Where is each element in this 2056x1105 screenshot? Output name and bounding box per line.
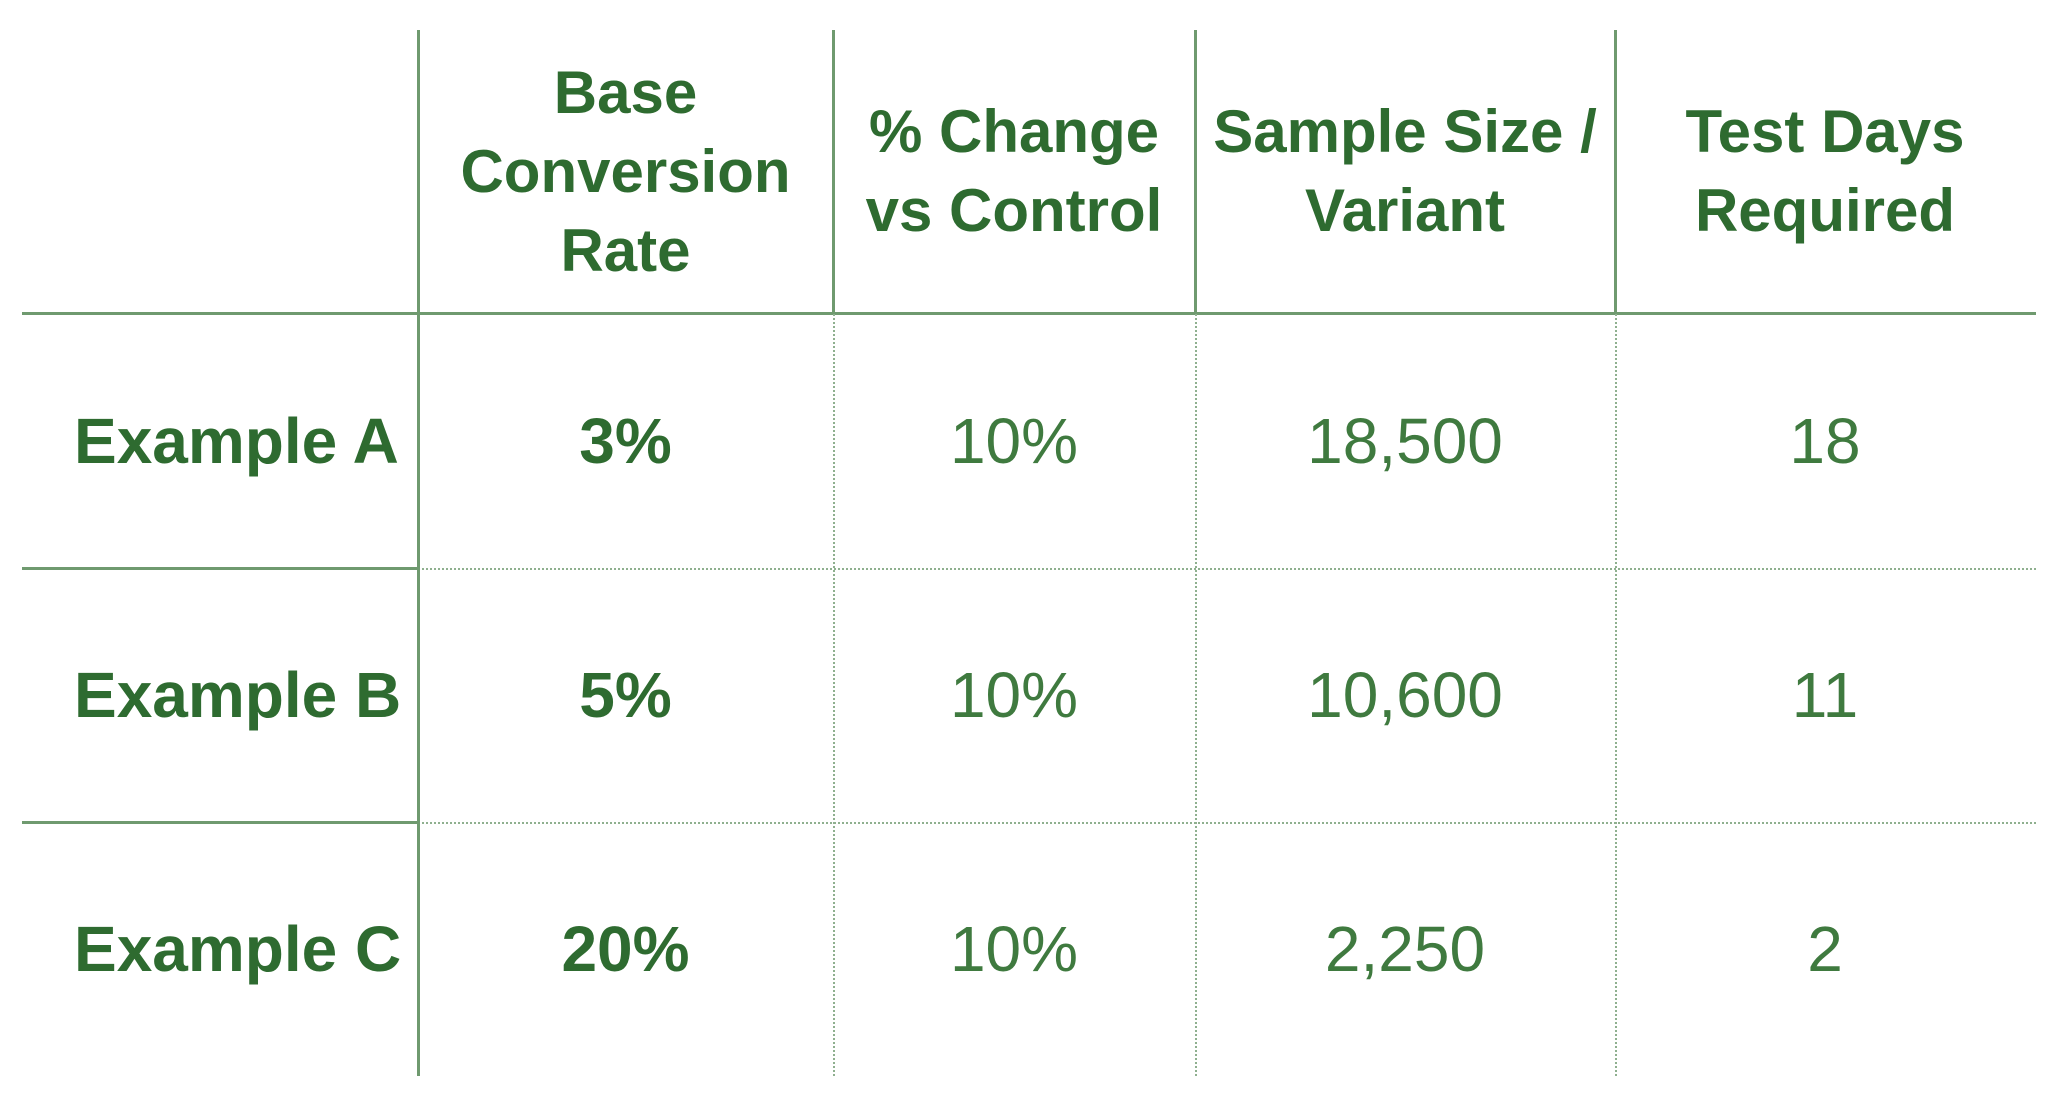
row-divider-dotted xyxy=(418,568,2036,570)
cell-change: 10% xyxy=(949,659,1079,731)
column-divider-body xyxy=(833,314,835,1076)
cell-test-days: 2 xyxy=(1807,913,1843,985)
column-divider-label xyxy=(417,30,420,1076)
column-divider-header xyxy=(1194,30,1197,313)
cell-sample-size: 18,500 xyxy=(1307,405,1503,477)
row-divider-label xyxy=(22,567,418,570)
row-label-example-b: Example B xyxy=(74,659,402,731)
row-label-example-c: Example C xyxy=(74,913,402,985)
cell-sample-size: 10,600 xyxy=(1307,659,1503,731)
header-empty-cell xyxy=(22,30,418,312)
cell-test-days: 18 xyxy=(1789,405,1861,477)
cell-sample-size: 2,250 xyxy=(1324,913,1486,985)
cell-base-rate: 5% xyxy=(579,659,672,731)
header-sample-size: Sample Size / Variant xyxy=(1213,98,1597,244)
header-test-days: Test Days Required xyxy=(1685,98,1965,244)
cell-change: 10% xyxy=(949,405,1079,477)
cell-base-rate: 3% xyxy=(579,405,672,477)
header-divider xyxy=(22,312,2036,315)
column-divider-header xyxy=(832,30,835,313)
cell-change: 10% xyxy=(949,913,1079,985)
row-divider-label xyxy=(22,821,418,824)
column-divider-header xyxy=(1614,30,1617,313)
cell-test-days: 11 xyxy=(1791,659,1859,731)
cell-base-rate: 20% xyxy=(561,913,690,985)
header-percent-change: % Change vs Control xyxy=(865,98,1163,244)
column-divider-body xyxy=(1615,314,1617,1076)
row-divider-dotted xyxy=(418,822,2036,824)
row-label-example-a: Example A xyxy=(74,405,399,477)
column-divider-body xyxy=(1195,314,1197,1076)
header-base-conversion-rate: Base Conversion Rate xyxy=(460,58,791,284)
